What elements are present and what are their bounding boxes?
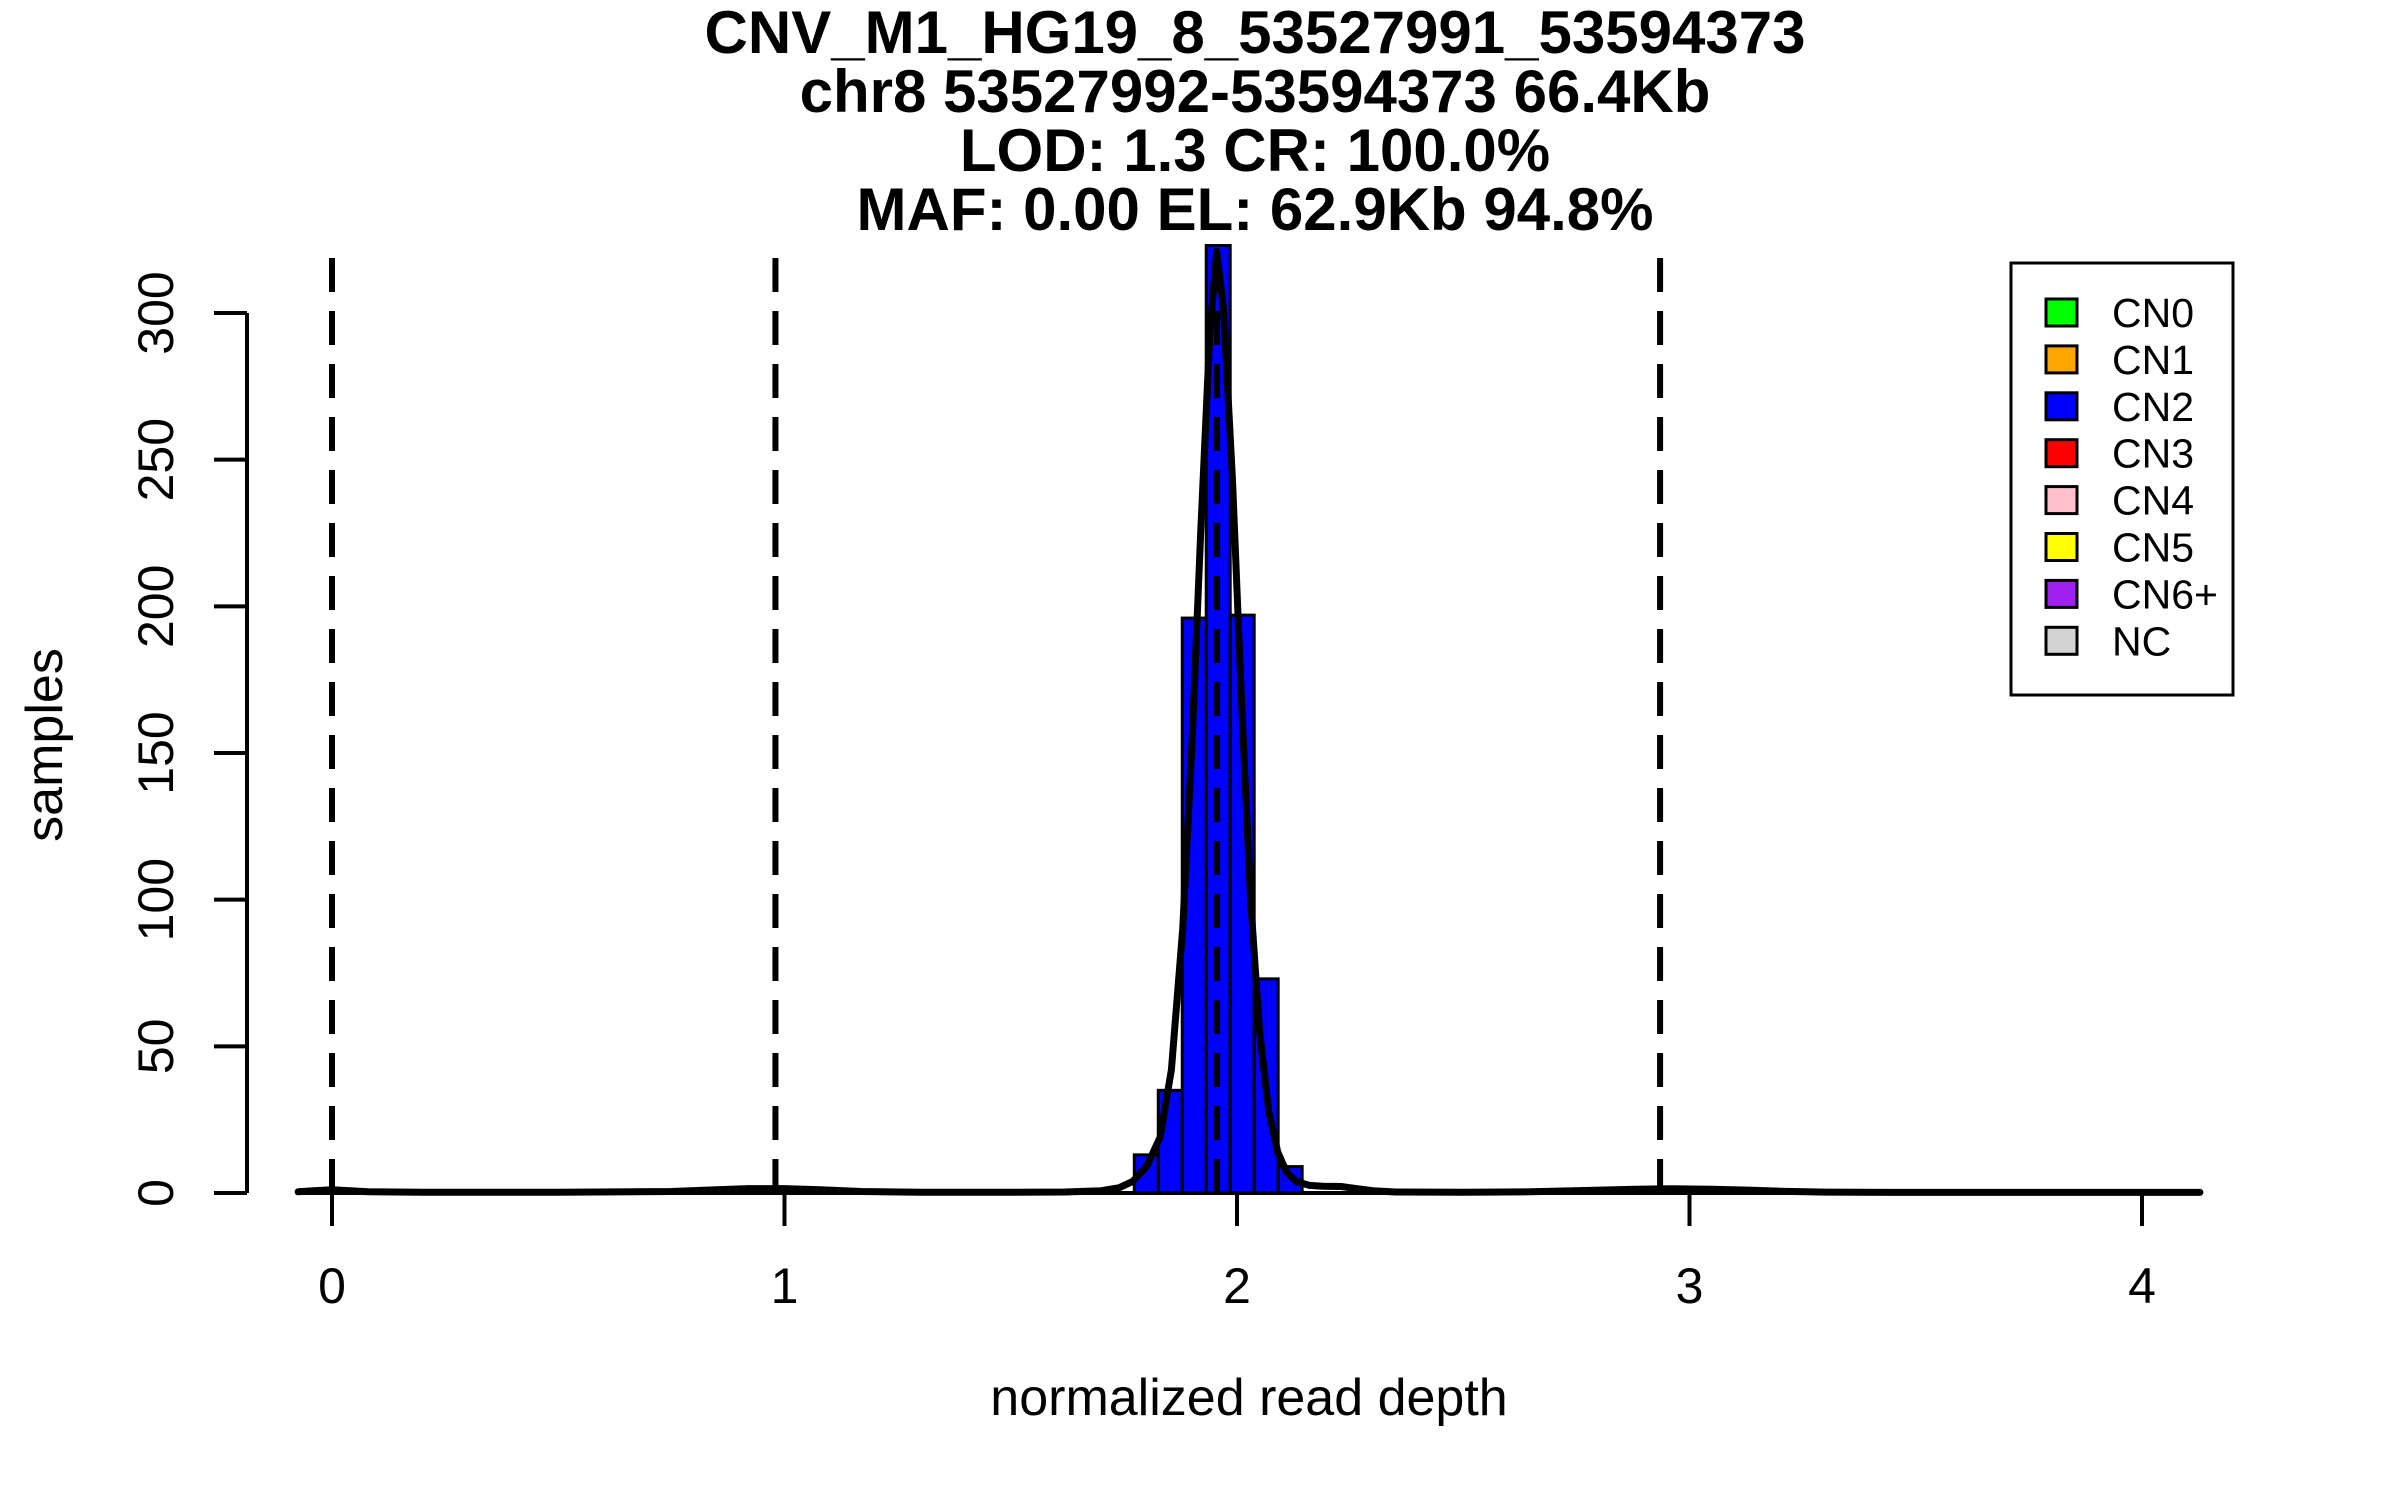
legend-label: NC — [2112, 618, 2171, 664]
legend-swatch — [2044, 391, 2079, 422]
legend-label: CN1 — [2112, 337, 2194, 383]
legend-label: CN5 — [2112, 525, 2194, 571]
legend-label: CN0 — [2112, 290, 2194, 336]
legend-swatch — [2044, 344, 2079, 375]
legend-swatch — [2044, 485, 2079, 516]
y-axis-label: samples — [16, 648, 74, 842]
legend-item: CN5 — [2044, 525, 2194, 571]
x-tick-label: 3 — [1676, 1258, 1704, 1314]
title-line-2: chr8 53527992-53594373 66.4Kb — [800, 58, 1711, 125]
legend-item: CN0 — [2044, 290, 2194, 336]
title-line-1: CNV_M1_HG19_8_53527991_53594373 — [705, 0, 1806, 66]
legend-swatch — [2044, 438, 2079, 469]
y-tick-label: 50 — [128, 1019, 184, 1075]
density-curve — [294, 247, 2204, 1196]
legend-item: CN6+ — [2044, 571, 2218, 617]
legend-label: CN6+ — [2112, 571, 2218, 617]
title-line-4: MAF: 0.00 EL: 62.9Kb 94.8% — [857, 176, 1654, 243]
legend-swatch — [2044, 297, 2079, 328]
title-block: CNV_M1_HG19_8_53527991_53594373 chr8 535… — [705, 0, 1806, 243]
y-tick-label: 0 — [128, 1179, 184, 1207]
legend-item: CN3 — [2044, 431, 2194, 477]
y-tick-label: 150 — [128, 711, 184, 794]
legend-box — [2009, 261, 2235, 697]
cn-dashed-lines — [329, 248, 1664, 1193]
legend-item: CN1 — [2044, 337, 2194, 383]
axes: 0 1 2 3 4 0 50 100 150 200 250 300 — [128, 271, 2200, 1314]
legend-swatch — [2044, 625, 2079, 656]
x-tick-label: 0 — [318, 1258, 346, 1314]
legend-item: CN4 — [2044, 478, 2194, 524]
y-tick-label: 200 — [128, 565, 184, 648]
y-tick-label: 250 — [128, 418, 184, 501]
legend-swatch — [2044, 532, 2079, 562]
x-axis-label: normalized read depth — [990, 1369, 1507, 1427]
legend-swatch — [2044, 578, 2079, 609]
legend-item: NC — [2044, 618, 2171, 664]
legend-label: CN4 — [2112, 478, 2194, 524]
x-tick-label: 4 — [2128, 1258, 2156, 1314]
title-line-3: LOD: 1.3 CR: 100.0% — [960, 117, 1550, 184]
legend-label: CN3 — [2112, 431, 2194, 477]
x-tick-label: 2 — [1223, 1258, 1251, 1314]
legend-item: CN2 — [2044, 384, 2194, 430]
legend-label: CN2 — [2112, 384, 2194, 430]
y-tick-label: 300 — [128, 271, 184, 354]
x-tick-label: 1 — [771, 1258, 799, 1314]
y-tick-label: 100 — [128, 858, 184, 941]
